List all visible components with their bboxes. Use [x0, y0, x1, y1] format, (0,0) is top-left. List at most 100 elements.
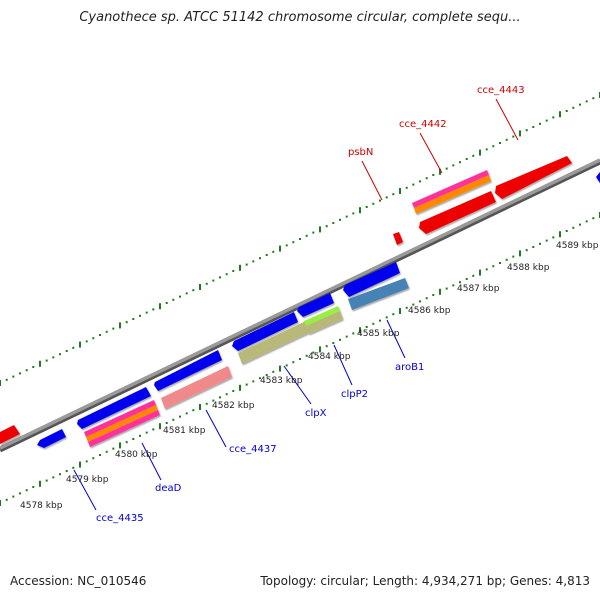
tick-rows	[0, 92, 600, 506]
minor-tick-0-57	[379, 199, 381, 202]
minor-tick-1-88	[585, 220, 588, 223]
gene-label[interactable]: psbN	[348, 147, 373, 158]
gene-arrow-deaD[interactable]	[154, 350, 222, 391]
minor-tick-0-70	[465, 158, 468, 160]
cds-block-cce-4435[interactable]	[84, 400, 160, 447]
minor-tick-1-23	[152, 428, 155, 431]
scale-label: 4578 kbp	[20, 501, 63, 511]
minor-tick-0-5	[32, 366, 35, 368]
major-tick-0-24	[159, 303, 161, 310]
gene-label[interactable]: aroB1	[395, 362, 424, 373]
minor-tick-0-28	[185, 292, 188, 295]
major-tick-1-48	[319, 346, 321, 353]
minor-tick-0-53	[352, 212, 355, 215]
gene-arrow-aroB1[interactable]	[343, 262, 400, 297]
minor-tick-1-50	[332, 342, 335, 344]
minor-tick-1-62	[412, 303, 415, 306]
minor-tick-0-19	[125, 321, 128, 324]
scale-label: 4583 kbp	[260, 376, 303, 386]
major-tick-1-54	[359, 327, 361, 334]
gene-arrow-cce-4442[interactable]	[412, 170, 491, 214]
leader-line	[495, 98, 519, 141]
gene-arrow-clpX[interactable]	[232, 312, 298, 351]
gene-label[interactable]: cce_4443	[477, 85, 525, 96]
gene-label[interactable]: clpX	[305, 408, 327, 419]
minor-tick-0-4	[25, 369, 28, 372]
major-tick-0-0	[0, 380, 1, 386]
minor-tick-1-68	[452, 284, 455, 287]
minor-tick-0-52	[345, 215, 348, 218]
scale-label: 4582 kbp	[212, 401, 255, 411]
gene-arrow-clpP2[interactable]	[297, 293, 334, 317]
cds-block-clpP2[interactable]	[304, 306, 343, 334]
minor-tick-0-14	[92, 337, 95, 340]
gene-label[interactable]: cce_4435	[96, 513, 144, 524]
minor-tick-1-49	[325, 345, 328, 348]
cds-block-cce-4442[interactable]	[419, 191, 496, 234]
minor-tick-1-35	[232, 390, 235, 392]
minor-tick-0-34	[225, 273, 228, 276]
minor-tick-0-17	[112, 327, 115, 330]
minor-tick-0-21	[139, 314, 141, 317]
sequence-backbone-shadow	[0, 159, 600, 453]
minor-tick-0-39	[259, 257, 261, 260]
scale-label: 4588 kbp	[507, 263, 550, 273]
minor-tick-1-17	[112, 447, 115, 450]
minor-tick-1-74	[492, 265, 495, 268]
gene-label[interactable]: deaD	[155, 483, 182, 494]
minor-tick-1-5	[32, 486, 35, 488]
major-tick-1-42	[279, 365, 281, 372]
gene-arrow-psbN[interactable]	[393, 232, 403, 245]
minor-tick-0-56	[372, 202, 375, 205]
minor-tick-0-69	[459, 161, 461, 164]
gene-label[interactable]: cce_4437	[229, 444, 277, 455]
minor-tick-1-45	[299, 358, 301, 360]
major-tick-0-12	[79, 341, 81, 348]
minor-tick-0-85	[565, 110, 568, 112]
minor-tick-1-29	[192, 409, 195, 412]
gene-arrow-cce-4437[interactable]	[77, 387, 151, 429]
minor-tick-0-29	[192, 289, 195, 292]
minor-tick-0-10	[65, 350, 68, 352]
minor-tick-1-77	[512, 255, 515, 258]
minor-tick-1-11	[72, 466, 75, 469]
minor-tick-1-70	[465, 278, 468, 280]
gene-label[interactable]: clpP2	[341, 389, 368, 400]
leader-line	[283, 365, 312, 405]
minor-tick-1-16	[105, 450, 108, 453]
major-tick-0-30	[199, 284, 201, 290]
scale-label: 4584 kbp	[308, 352, 351, 362]
cds-block-aroB1[interactable]	[348, 278, 409, 310]
gene-label[interactable]: cce_4442	[399, 119, 447, 130]
cds-block-cce-4437[interactable]	[161, 366, 232, 409]
minor-tick-1-52	[345, 335, 348, 338]
cds-block-clpX[interactable]	[238, 321, 310, 364]
major-tick-0-66	[439, 168, 441, 175]
minor-tick-1-21	[139, 434, 141, 437]
scale-label: 4580 kbp	[115, 450, 158, 460]
minor-tick-1-67	[445, 287, 448, 290]
minor-tick-1-7	[45, 479, 48, 482]
minor-tick-0-46	[305, 234, 308, 237]
minor-tick-1-75	[499, 262, 501, 264]
minor-tick-1-31	[205, 402, 208, 405]
major-tick-1-12	[79, 461, 81, 468]
minor-tick-0-16	[105, 330, 108, 333]
minor-tick-0-73	[485, 148, 488, 151]
minor-tick-1-37	[245, 383, 248, 386]
minor-tick-1-14	[92, 457, 95, 460]
gene-arrow-left-edge[interactable]	[0, 425, 20, 444]
gene-arrow-right-edge[interactable]	[596, 172, 600, 183]
gene-arrow-cce-4435[interactable]	[37, 429, 66, 448]
minor-tick-1-20	[132, 438, 135, 440]
scale-label: 4585 kbp	[357, 329, 400, 339]
minor-tick-1-9	[59, 473, 61, 476]
minor-tick-0-83	[552, 116, 555, 119]
minor-tick-1-46	[305, 354, 308, 357]
minor-tick-1-79	[525, 249, 528, 252]
minor-tick-0-37	[245, 263, 248, 266]
major-tick-1-18	[119, 442, 121, 449]
gene-arrow-cce-4443[interactable]	[495, 156, 572, 199]
major-tick-0-72	[479, 149, 481, 156]
